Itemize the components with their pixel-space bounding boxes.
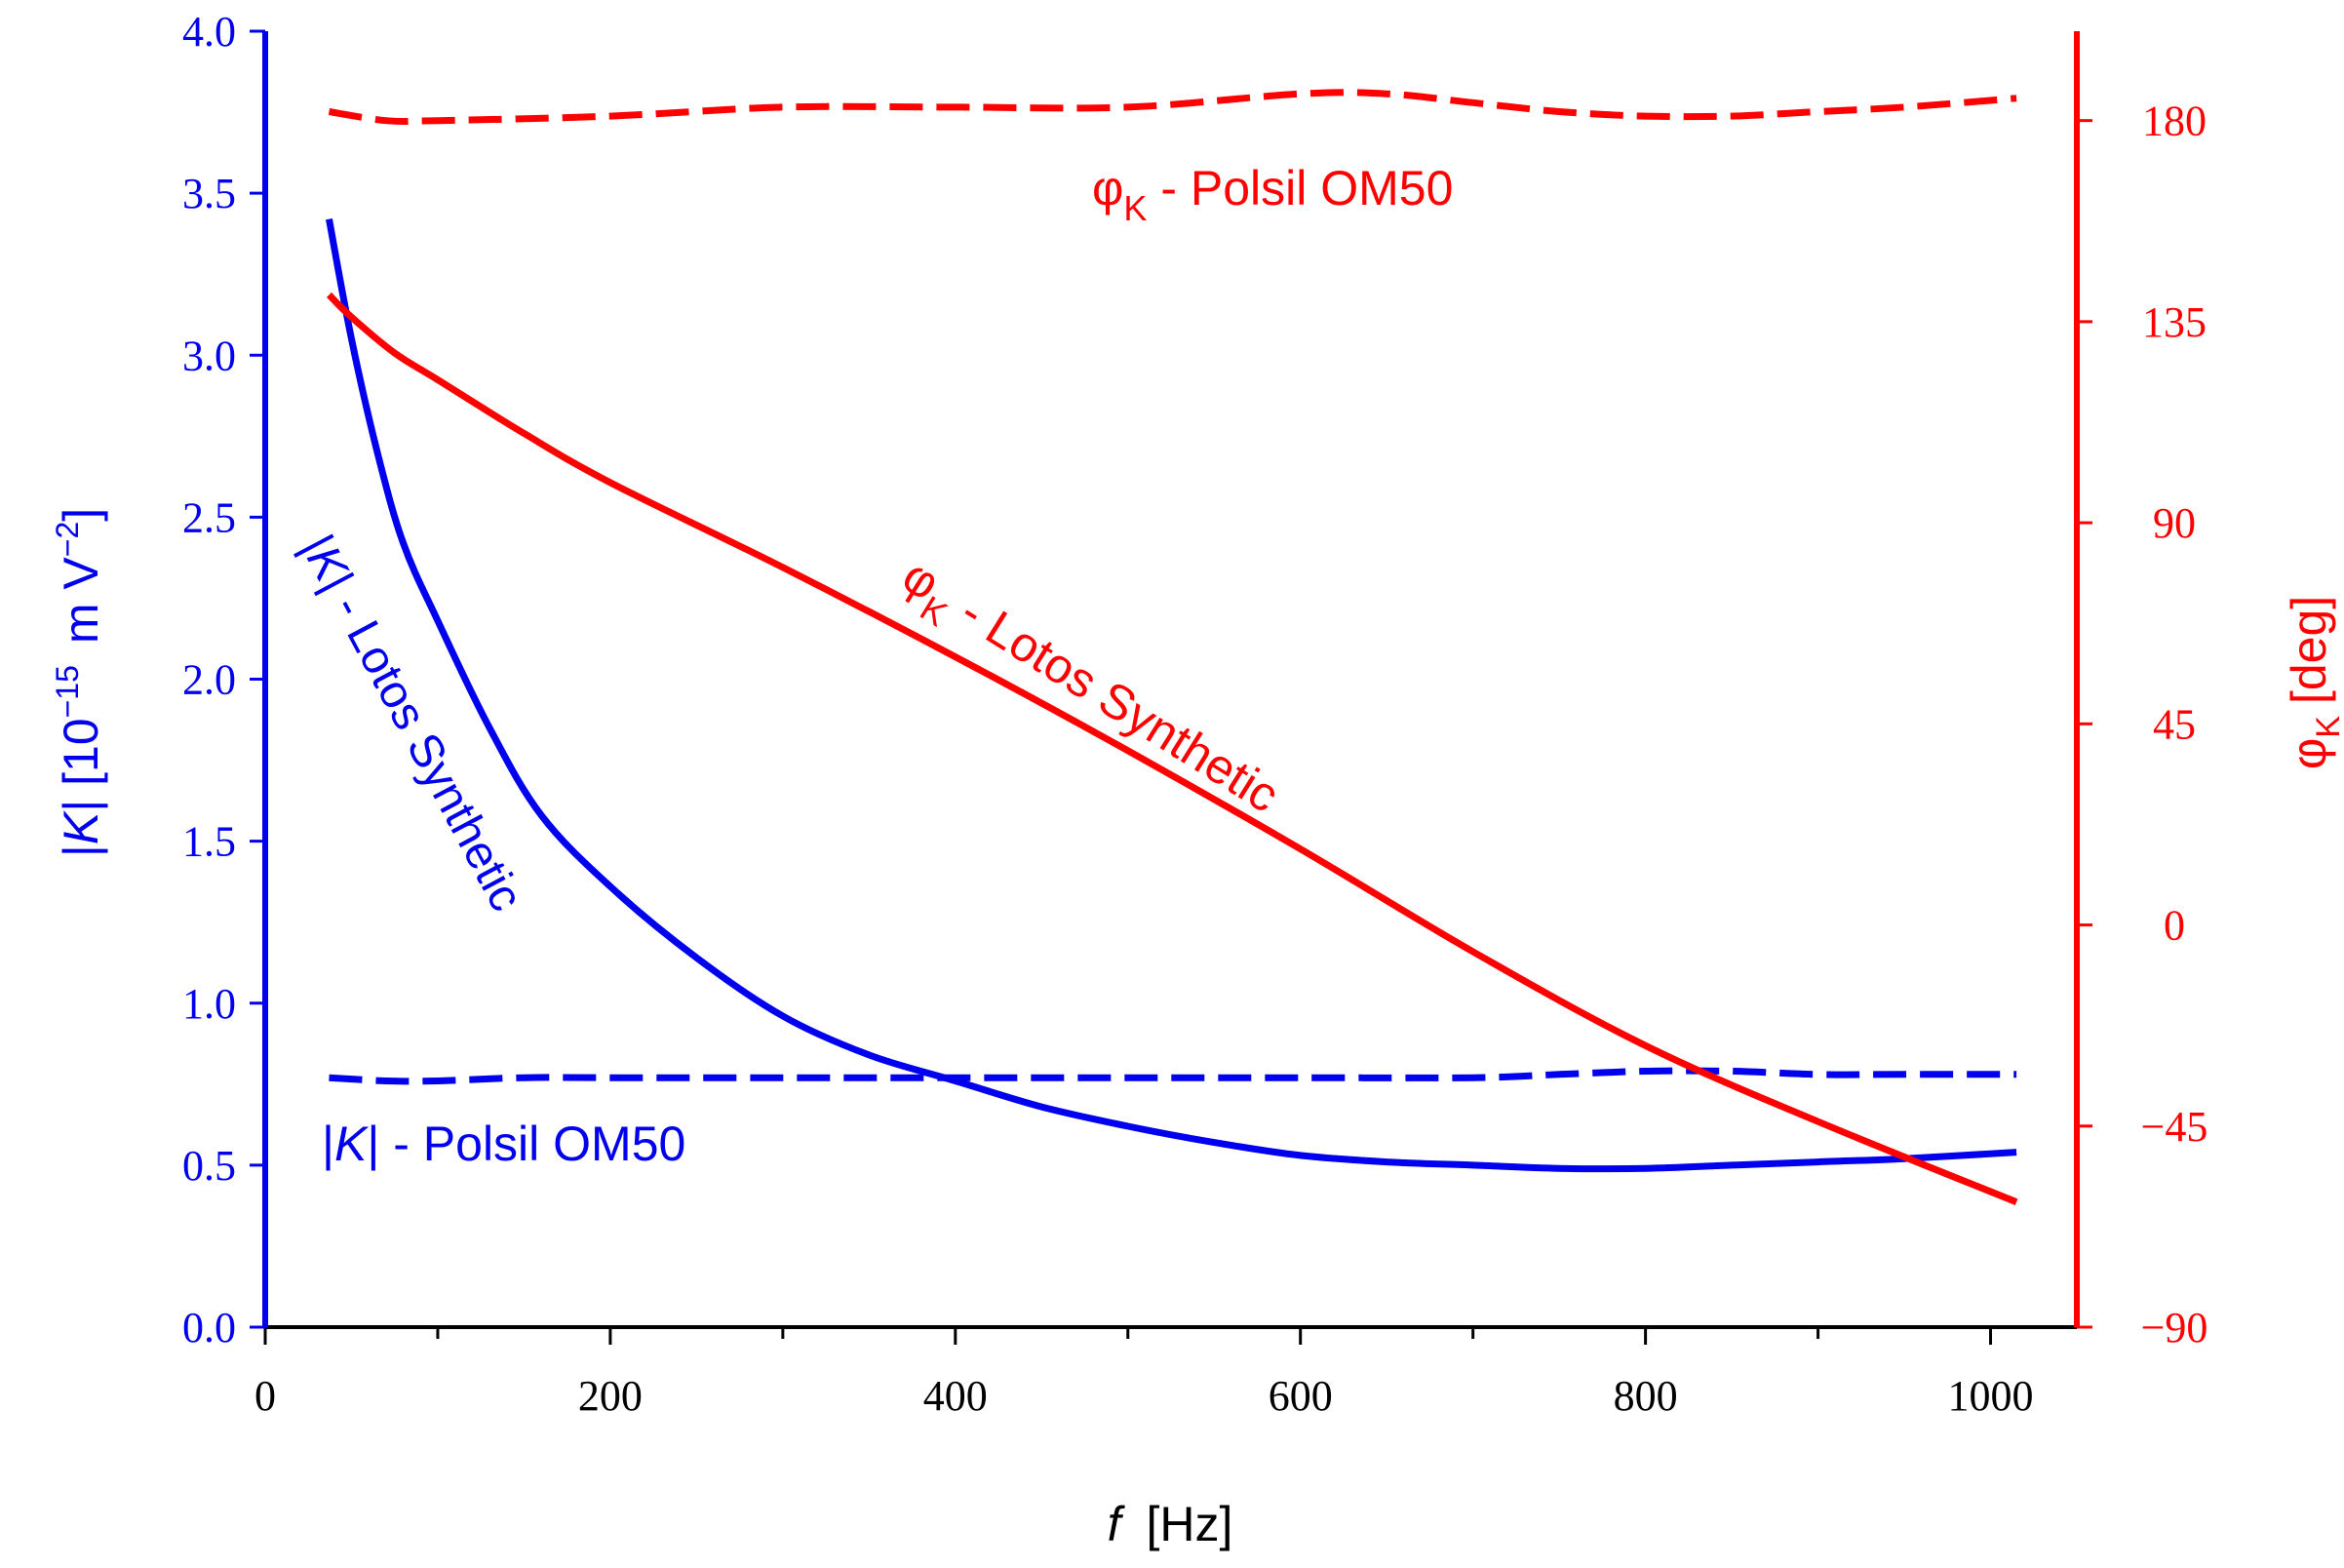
right-y-tick-label: −45 [2141, 1103, 2208, 1151]
left-y-tick-label: 1.0 [182, 980, 236, 1028]
left-y-axis-title-unit: m V [54, 557, 108, 645]
right-y-tick-label: 180 [2142, 98, 2207, 145]
svg-text:|K| [10−15m V−2]: |K| [10−15 m V−2] [50, 508, 108, 857]
left-y-tick-label: 0.5 [182, 1142, 236, 1190]
left-y-axis-title-exp: −15 [50, 665, 85, 718]
x-axis-title: f [Hz] [1108, 1497, 1233, 1551]
left-y-axis-title: |K| [10−15 m V−2] [50, 508, 108, 857]
left-y-axis-ticks: 0.0 0.5 1.0 1.5 2.0 2.5 3.0 3.5 4.0 [182, 8, 265, 1352]
left-y-tick-label: 2.5 [182, 493, 236, 541]
right-y-axis-title: φK [deg] [2282, 596, 2344, 769]
left-y-axis-title-close: ] [54, 508, 108, 522]
label-phi-lotos-group: φK - Lotos Synthetic [886, 548, 1288, 834]
series-k-polsil-line [329, 1067, 2017, 1085]
left-y-axis-title-unit-exp: −2 [50, 522, 85, 557]
x-tick-label: 1000 [1948, 1372, 2034, 1420]
x-tick-label: 600 [1269, 1372, 1333, 1420]
x-axis-title-symbol: f [1108, 1497, 1126, 1551]
x-axis-title-unit: [Hz] [1146, 1497, 1232, 1551]
series-phi-polsil-line [328, 89, 2017, 126]
right-y-tick-label: 135 [2142, 298, 2207, 346]
right-y-tick-label: 0 [2164, 902, 2185, 950]
right-y-tick-label: 90 [2153, 499, 2196, 547]
left-y-axis-title-mid: | [10 [54, 718, 108, 811]
right-y-axis-title-symbol: φ [2282, 738, 2336, 769]
right-y-axis-title-sub: K [2310, 716, 2344, 738]
x-axis-ticks: 0 200 400 600 800 1000 [254, 1327, 2034, 1420]
series-phi-lotos-line [326, 292, 2018, 1205]
right-y-axis-title-unit: [deg] [2282, 596, 2336, 704]
series-k-lotos-line [326, 218, 2017, 1173]
right-y-tick-label: −90 [2141, 1304, 2208, 1352]
left-y-tick-label: 3.0 [182, 332, 236, 379]
left-y-axis-title-symbol: K [54, 809, 108, 844]
left-y-tick-label: 2.0 [182, 656, 236, 704]
left-y-tick-label: 1.5 [182, 818, 236, 866]
right-y-axis-ticks: −90 −45 0 45 90 135 180 [2077, 98, 2207, 1352]
svg-text:φK[deg]: φK [deg] [2282, 596, 2344, 769]
left-y-tick-label: 0.0 [182, 1304, 236, 1352]
label-phi-polsil: φK - Polsil OM50 [1092, 161, 1453, 228]
left-y-axis-title-pre: | [54, 844, 108, 857]
x-tick-label: 800 [1614, 1372, 1678, 1420]
left-y-tick-label: 3.5 [182, 170, 236, 217]
label-phi-lotos: φK - Lotos Synthetic [886, 548, 1288, 834]
x-tick-label: 200 [578, 1372, 643, 1420]
x-tick-label: 0 [254, 1372, 276, 1420]
left-y-tick-label: 4.0 [182, 8, 236, 56]
x-tick-label: 400 [923, 1372, 988, 1420]
right-y-tick-label: 45 [2153, 700, 2196, 748]
label-k-lotos-group: |K| - Lotos Synthetic [291, 527, 532, 920]
label-k-lotos: |K| - Lotos Synthetic [291, 527, 532, 920]
label-k-polsil: |K| - Polsil OM50 [322, 1117, 685, 1171]
series-layer [326, 89, 2018, 1205]
